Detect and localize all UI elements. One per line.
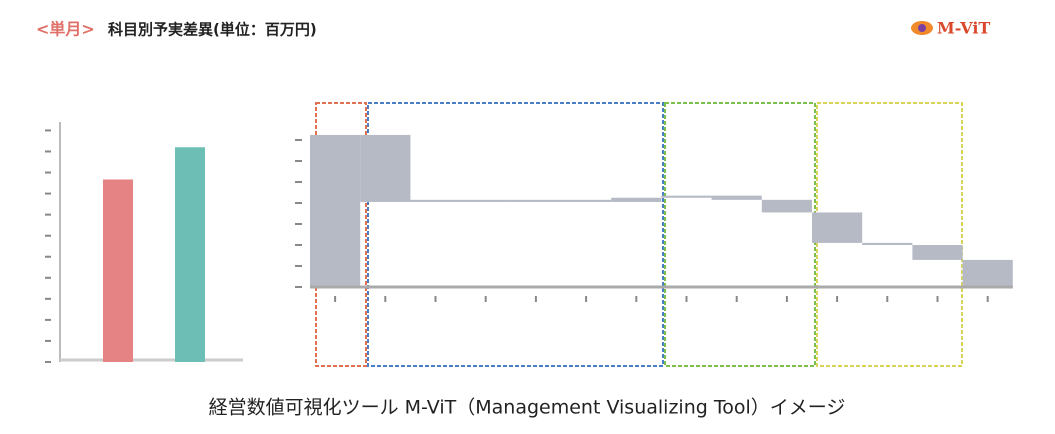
bar: [175, 147, 205, 362]
logo: M-ViT: [911, 19, 990, 38]
frame-blue: [367, 102, 664, 367]
waterfall-bar: [761, 199, 812, 213]
waterfall-bar: [661, 195, 712, 198]
bar: [103, 179, 133, 362]
frame-green: [664, 102, 816, 367]
tag: <単月>: [36, 20, 95, 39]
waterfall-bar: [962, 259, 1013, 287]
waterfall-bar: [360, 134, 411, 202]
waterfall-bar: [561, 199, 612, 202]
logo-icon-center: [918, 24, 926, 32]
group-frames: [315, 102, 963, 367]
waterfall-bar: [460, 199, 511, 202]
waterfall-bar: [912, 245, 963, 260]
waterfall-bar: [310, 134, 361, 287]
waterfall-bar: [611, 197, 662, 202]
waterfall-bar: [410, 199, 461, 202]
caption: 経営数値可視化ツール M-ViT（Management Visualizing …: [209, 397, 846, 419]
waterfall-bar: [862, 242, 913, 245]
waterfall-bar: [510, 199, 561, 202]
waterfall-bar: [812, 212, 863, 243]
waterfall-bar: [711, 195, 762, 200]
logo-text: M-ViT: [937, 19, 990, 38]
title: 科目別予実差異(単位：百万円): [108, 21, 317, 39]
